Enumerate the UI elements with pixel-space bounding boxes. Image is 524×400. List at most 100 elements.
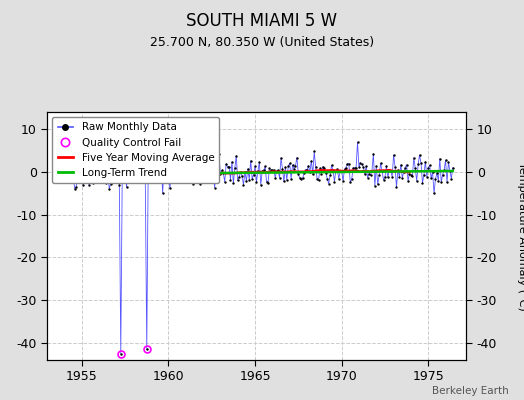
Point [131, 163, 139, 170]
Point [333, 166, 342, 172]
Point [379, 177, 388, 183]
Point [316, 165, 324, 172]
Point [272, 167, 281, 174]
Point [362, 163, 370, 169]
Point [62, 165, 70, 171]
Point [137, 163, 145, 169]
Point [86, 175, 95, 181]
Point [430, 190, 438, 196]
Point [268, 167, 277, 174]
Point [319, 163, 327, 170]
Point [334, 176, 343, 182]
Point [102, 180, 111, 186]
Point [249, 172, 258, 178]
Point [189, 181, 197, 188]
Point [78, 178, 86, 184]
Point [417, 160, 425, 166]
Point [368, 168, 376, 174]
Point [274, 167, 282, 173]
Point [389, 152, 398, 158]
Point [271, 174, 279, 181]
Point [337, 168, 346, 175]
Point [121, 168, 129, 174]
Point [402, 162, 411, 168]
Point [395, 173, 403, 180]
Point [314, 177, 323, 184]
Point [88, 170, 96, 176]
Point [300, 170, 308, 176]
Point [128, 166, 137, 172]
Point [416, 152, 424, 158]
Point [429, 168, 437, 175]
Point [140, 172, 148, 178]
Point [351, 165, 359, 171]
Point [397, 162, 405, 168]
Point [267, 167, 275, 173]
Point [238, 173, 246, 180]
Point [176, 163, 184, 169]
Point [245, 176, 254, 183]
Point [418, 180, 427, 186]
Point [443, 179, 451, 185]
Point [91, 168, 99, 174]
Point [414, 161, 422, 168]
Point [163, 172, 171, 179]
Point [229, 180, 237, 187]
Point [202, 171, 210, 177]
Point [294, 171, 302, 177]
Point [54, 166, 63, 172]
Point [420, 172, 428, 178]
Point [79, 182, 88, 188]
Point [310, 148, 319, 154]
Point [106, 181, 115, 187]
Point [98, 170, 106, 177]
Point [261, 163, 269, 170]
Point [156, 170, 164, 177]
Point [184, 175, 193, 182]
Point [129, 162, 138, 169]
Point [304, 162, 313, 169]
Point [147, 171, 155, 177]
Point [82, 172, 90, 179]
Point [187, 173, 195, 179]
Point [365, 170, 373, 177]
Legend: Raw Monthly Data, Quality Control Fail, Five Year Moving Average, Long-Term Tren: Raw Monthly Data, Quality Control Fail, … [52, 117, 220, 183]
Point [192, 168, 200, 174]
Point [193, 170, 202, 176]
Point [345, 160, 353, 167]
Point [119, 162, 128, 168]
Point [179, 174, 187, 180]
Point [447, 176, 455, 182]
Point [330, 178, 339, 185]
Point [385, 167, 394, 173]
Point [99, 178, 107, 185]
Point [203, 166, 212, 173]
Y-axis label: Temperature Anomaly (°C): Temperature Anomaly (°C) [517, 162, 524, 310]
Point [123, 184, 131, 190]
Point [297, 176, 305, 182]
Point [382, 163, 390, 170]
Point [372, 163, 380, 170]
Point [239, 181, 248, 188]
Point [301, 166, 310, 173]
Text: 25.700 N, 80.350 W (United States): 25.700 N, 80.350 W (United States) [150, 36, 374, 49]
Point [375, 172, 384, 178]
Point [215, 151, 223, 157]
Point [171, 174, 180, 180]
Point [311, 164, 320, 170]
Point [255, 159, 264, 166]
Point [398, 174, 407, 181]
Point [112, 171, 121, 178]
Point [199, 172, 208, 179]
Point [124, 168, 132, 174]
Point [196, 181, 204, 187]
Point [217, 167, 226, 174]
Point [212, 170, 220, 176]
Point [323, 175, 331, 182]
Point [81, 159, 89, 166]
Point [284, 163, 292, 170]
Point [392, 184, 401, 190]
Point [135, 168, 144, 174]
Point [85, 182, 93, 188]
Point [328, 162, 336, 168]
